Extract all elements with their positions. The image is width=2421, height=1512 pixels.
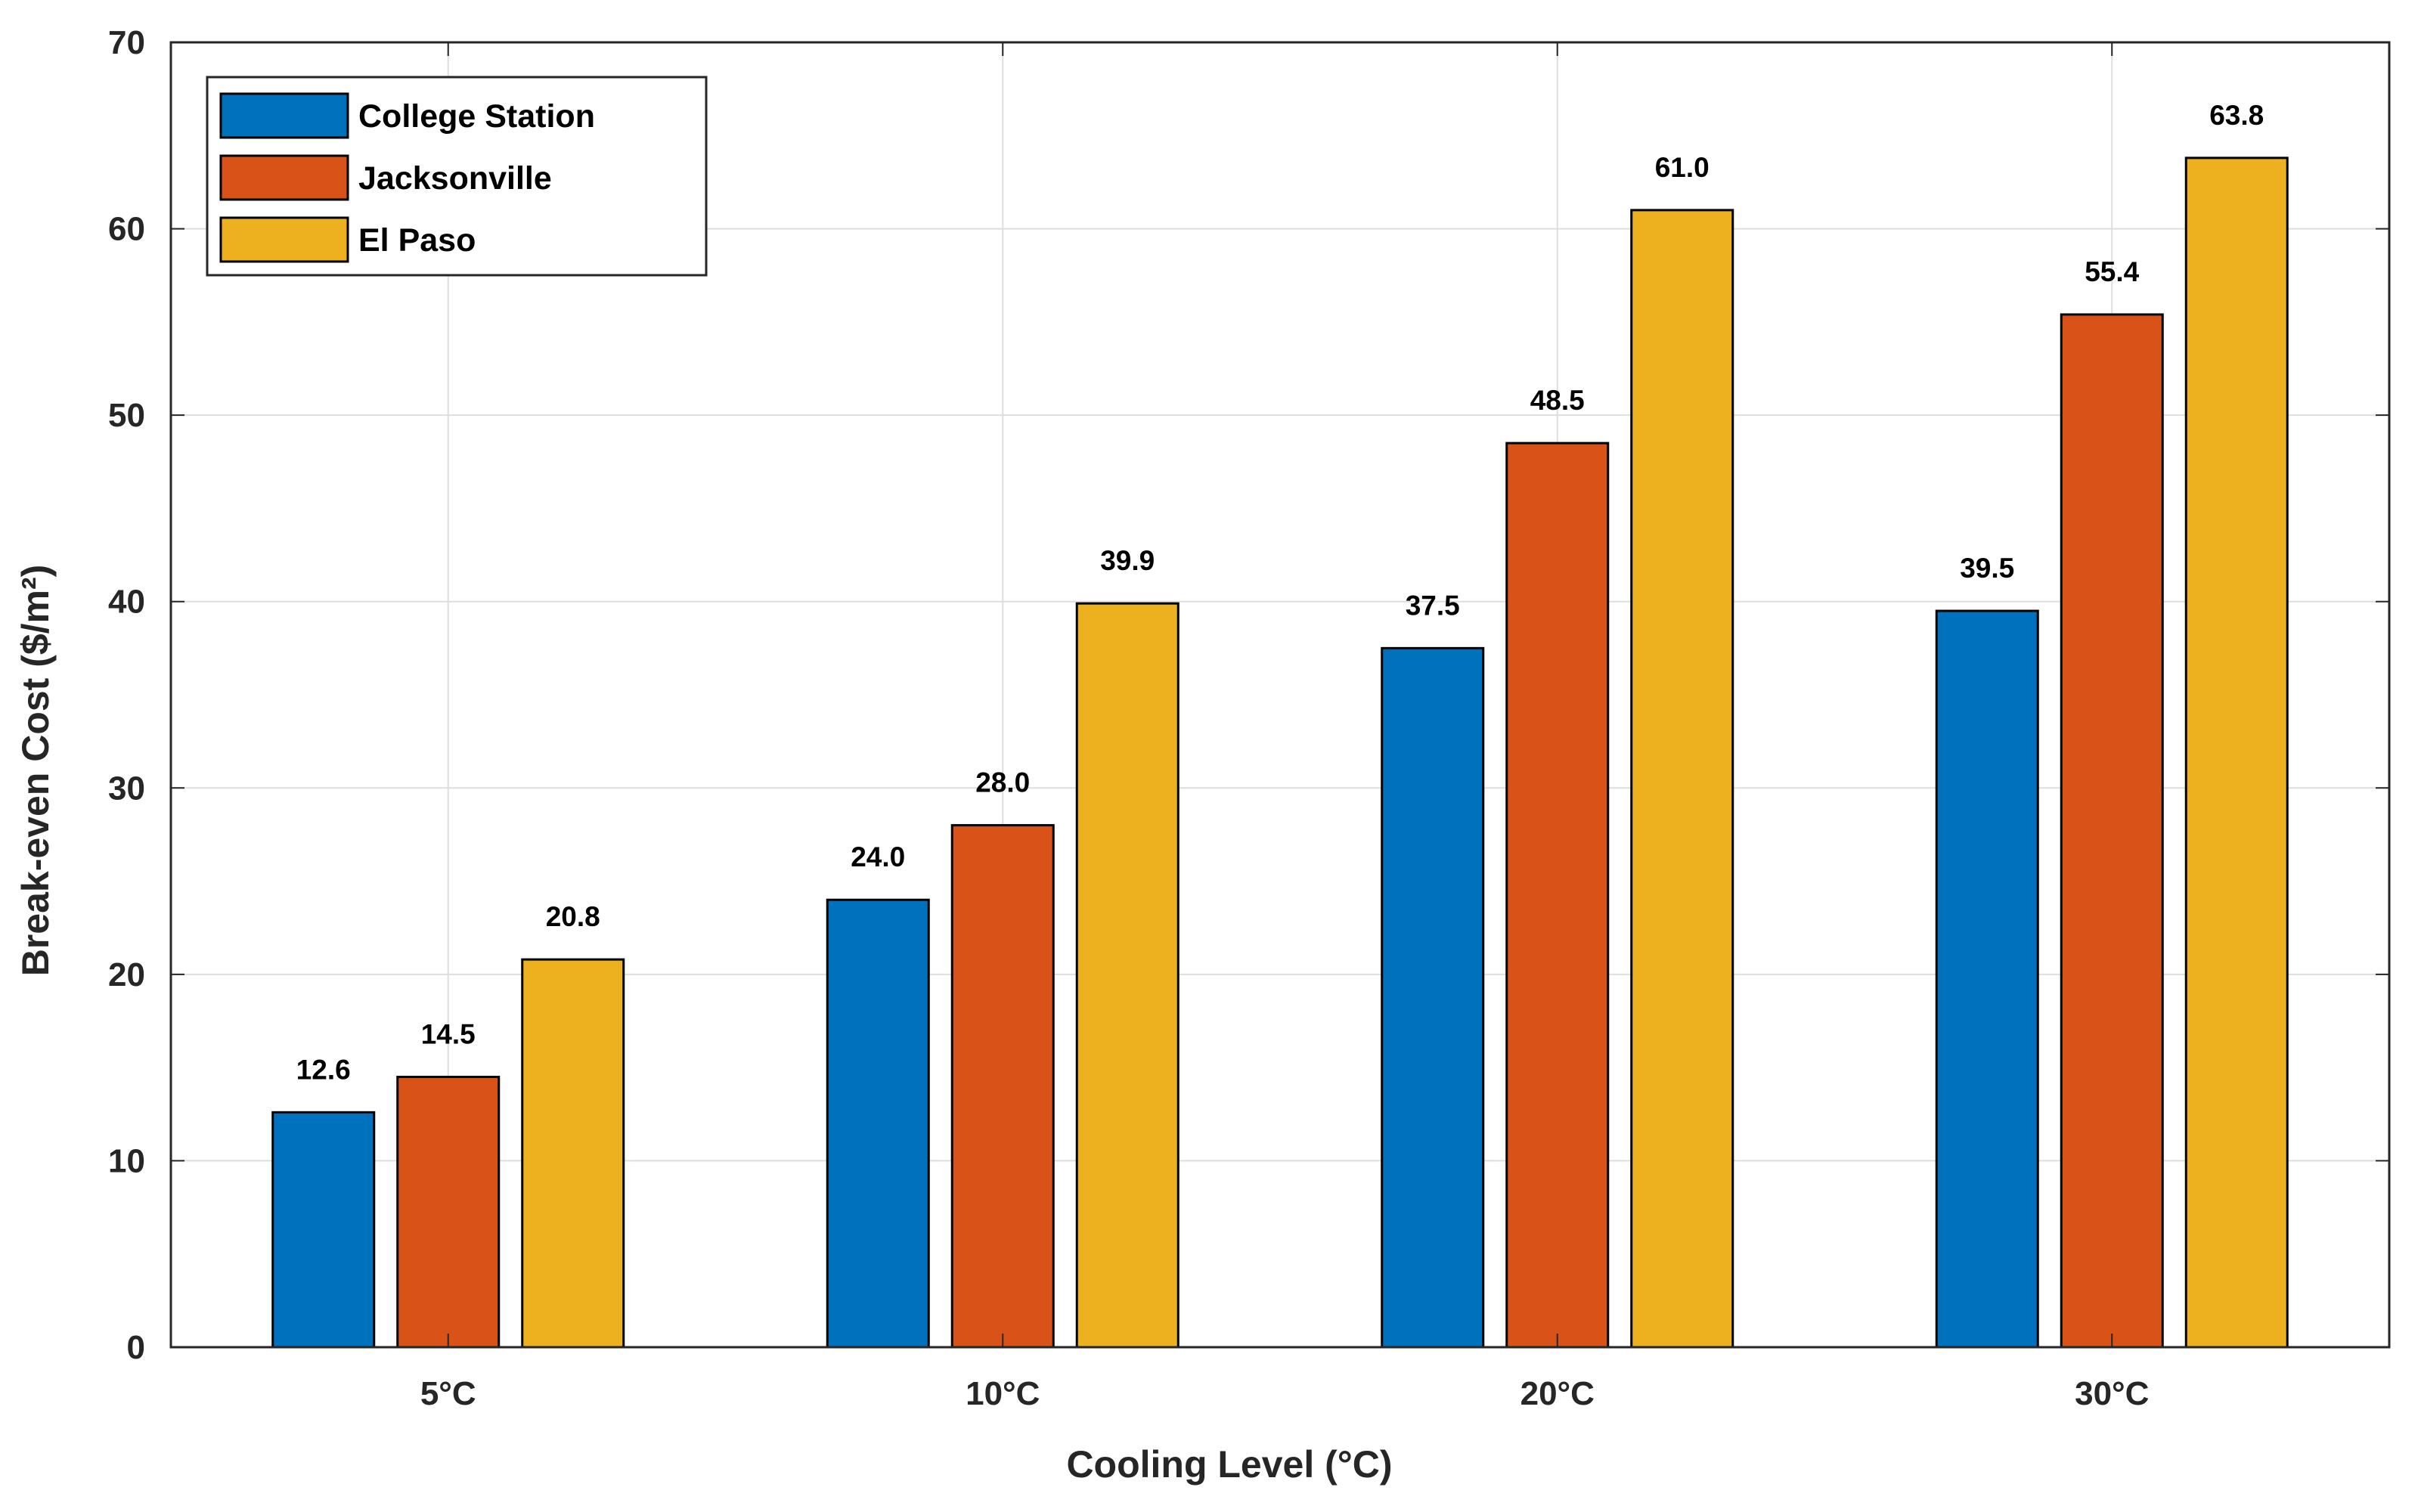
data-label: 20.8: [546, 901, 600, 932]
axes-layer: 0 10 20 30 40 50 60 70 5°C 10°C 20°C 30°C: [108, 24, 2391, 1412]
legend: College Station Jacksonville El Paso: [206, 76, 708, 277]
x-tick-label: 30°C: [2075, 1375, 2149, 1412]
y-tick-label: 10: [108, 1142, 145, 1179]
data-label: 37.5: [1406, 590, 1460, 621]
bar: [271, 1111, 376, 1349]
bar: [521, 958, 625, 1349]
data-label: 48.5: [1530, 385, 1585, 416]
x-tick-label: 20°C: [1520, 1375, 1595, 1412]
bar: [1935, 609, 2039, 1349]
data-label: 14.5: [421, 1018, 476, 1049]
y-tick-label: 20: [108, 956, 145, 993]
x-tick-label: 5°C: [420, 1375, 476, 1412]
y-tick-label: 30: [108, 770, 145, 807]
y-tick-label: 40: [108, 584, 145, 621]
bar: [1630, 209, 1734, 1349]
data-label: 39.5: [1960, 553, 2014, 584]
bar: [1075, 602, 1180, 1349]
bar: [826, 898, 930, 1349]
bar: [1505, 442, 1610, 1349]
data-label: 28.0: [975, 767, 1030, 798]
data-label: 24.0: [851, 841, 905, 872]
legend-swatch: [219, 216, 349, 263]
bar: [2060, 313, 2164, 1349]
legend-swatch: [219, 154, 349, 201]
legend-label: College Station: [358, 98, 595, 135]
x-tick-label: 10°C: [966, 1375, 1040, 1412]
y-tick-label: 0: [127, 1329, 145, 1366]
bar: [2184, 156, 2289, 1349]
data-label: 39.9: [1100, 545, 1155, 576]
legend-label: El Paso: [358, 222, 476, 259]
y-tick-label: 50: [108, 397, 145, 434]
legend-swatch: [219, 92, 349, 139]
bar: [1381, 646, 1485, 1349]
data-labels-layer: 12.6 24.0 37.5 39.5 14.5 28.0 48.5 55.4 20.8 39.9…: [296, 100, 2264, 1085]
axes-box: [169, 41, 2391, 1349]
data-label: 12.6: [296, 1054, 351, 1085]
y-tick-label: 60: [108, 211, 145, 248]
data-label: 63.8: [2209, 100, 2264, 131]
bar: [950, 824, 1055, 1349]
y-axis-title: Break-even Cost ($/m²): [14, 565, 57, 977]
data-label: 61.0: [1655, 152, 1710, 183]
legend-label: Jacksonville: [358, 160, 552, 197]
x-axis-title: Cooling Level (°C): [1066, 1443, 1392, 1486]
y-tick-label: 70: [108, 24, 145, 61]
bars-layer: [271, 156, 2289, 1349]
bar: [396, 1075, 501, 1349]
data-label: 55.4: [2085, 256, 2139, 287]
